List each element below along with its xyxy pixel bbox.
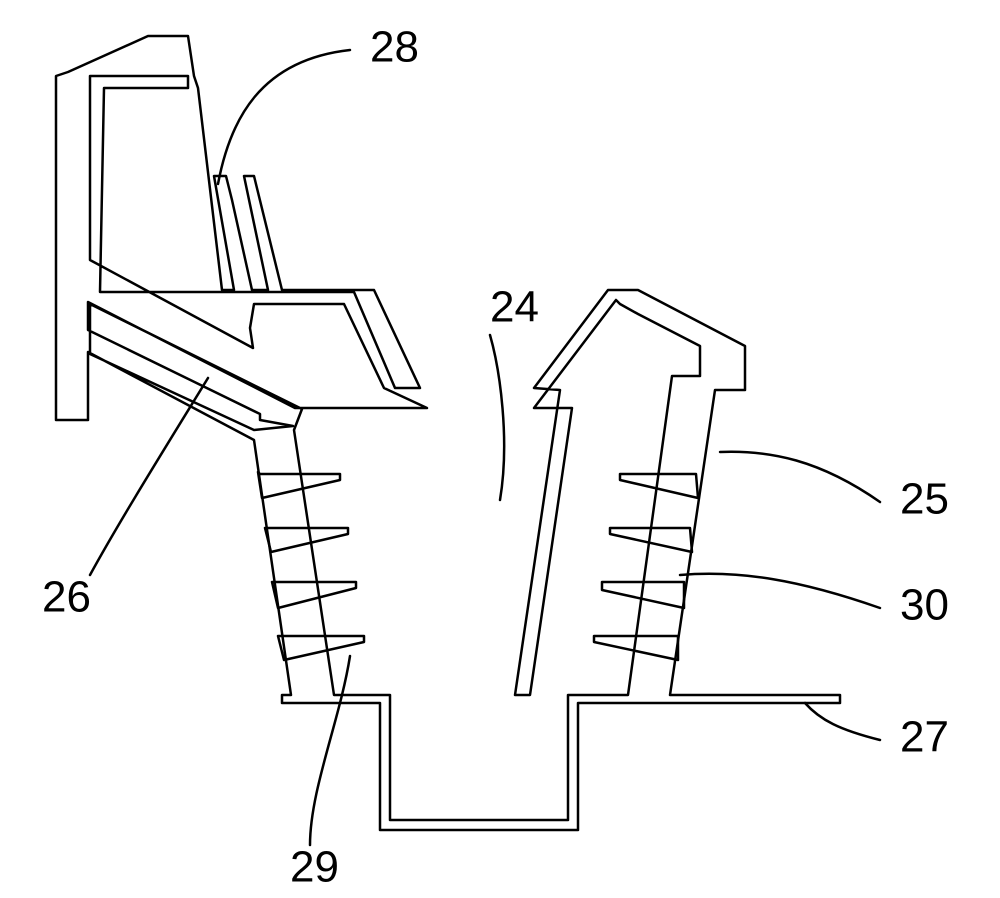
callout-label-26: 26 [42, 573, 91, 622]
callout-label-28: 28 [370, 23, 419, 72]
canvas-bg [0, 0, 1000, 898]
callout-label-24: 24 [490, 283, 539, 332]
callout-label-30: 30 [900, 581, 949, 630]
callout-label-27: 27 [900, 713, 949, 762]
callout-label-25: 25 [900, 475, 949, 524]
callout-label-29: 29 [290, 843, 339, 892]
technical-diagram: 28 24 25 26 30 27 29 [0, 0, 1000, 898]
